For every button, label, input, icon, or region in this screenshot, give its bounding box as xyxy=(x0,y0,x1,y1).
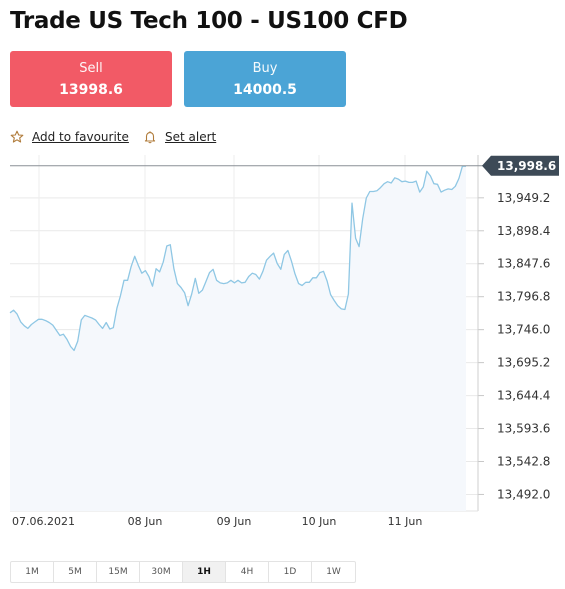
bell-icon xyxy=(143,130,157,144)
y-tick-label: 13,644.4 xyxy=(497,389,550,403)
sell-button[interactable]: Sell 13998.6 xyxy=(10,51,172,107)
price-area-fill xyxy=(10,166,466,511)
timeframe-button-4h[interactable]: 4H xyxy=(226,562,269,582)
x-tick-label: 11 Jun xyxy=(388,515,423,528)
buy-button[interactable]: Buy 14000.5 xyxy=(184,51,346,107)
set-alert-label: Set alert xyxy=(165,130,217,144)
y-tick-label: 13,847.6 xyxy=(497,257,550,271)
current-price-tag-bg xyxy=(482,155,559,176)
y-tick-label: 13,542.8 xyxy=(497,454,550,468)
star-icon xyxy=(10,130,24,144)
y-tick-label: 13,695.2 xyxy=(497,356,550,370)
x-tick-label: 10 Jun xyxy=(302,515,337,528)
buy-price: 14000.5 xyxy=(233,82,297,98)
x-tick-label: 08 Jun xyxy=(128,515,163,528)
timeframe-button-30m[interactable]: 30M xyxy=(140,562,183,582)
sell-price: 13998.6 xyxy=(59,82,123,98)
current-price-label: 13,998.6 xyxy=(497,159,556,173)
page-title: Trade US Tech 100 - US100 CFD xyxy=(10,8,408,34)
price-line xyxy=(9,165,466,352)
current-price-tag: 13,998.6 xyxy=(482,155,559,176)
price-chart: 13,998.6 13,949.2 13,898.4 13,847.6 13,796.… xyxy=(9,155,559,528)
sell-label: Sell xyxy=(79,61,103,76)
y-tick-label: 13,949.2 xyxy=(497,191,550,205)
timeframe-button-5m[interactable]: 5M xyxy=(54,562,97,582)
y-tick-label: 13,746.0 xyxy=(497,323,550,337)
timeframe-button-1d[interactable]: 1D xyxy=(269,562,312,582)
add-to-favourite-label: Add to favourite xyxy=(32,130,129,144)
y-tick-label: 13,898.4 xyxy=(497,224,550,238)
x-tick-label: 09 Jun xyxy=(217,515,252,528)
y-tick-label: 13,593.6 xyxy=(497,422,550,436)
timeframe-button-1w[interactable]: 1W xyxy=(326,567,341,577)
x-tick-label: 07.06.2021 xyxy=(12,515,75,528)
y-tick-label: 13,796.8 xyxy=(497,290,550,304)
y-tick-label: 13,492.0 xyxy=(497,487,550,501)
timeframe-button-15m[interactable]: 15M xyxy=(97,562,140,582)
timeframe-selector: 1M 5M 15M 30M 1H 4H 1D 1W xyxy=(10,561,356,583)
buy-label: Buy xyxy=(252,61,278,76)
add-to-favourite-link[interactable]: Add to favourite xyxy=(10,130,129,144)
timeframe-button-1h[interactable]: 1H xyxy=(183,562,226,582)
timeframe-button-1m[interactable]: 1M xyxy=(11,562,54,582)
set-alert-link[interactable]: Set alert xyxy=(143,130,216,144)
